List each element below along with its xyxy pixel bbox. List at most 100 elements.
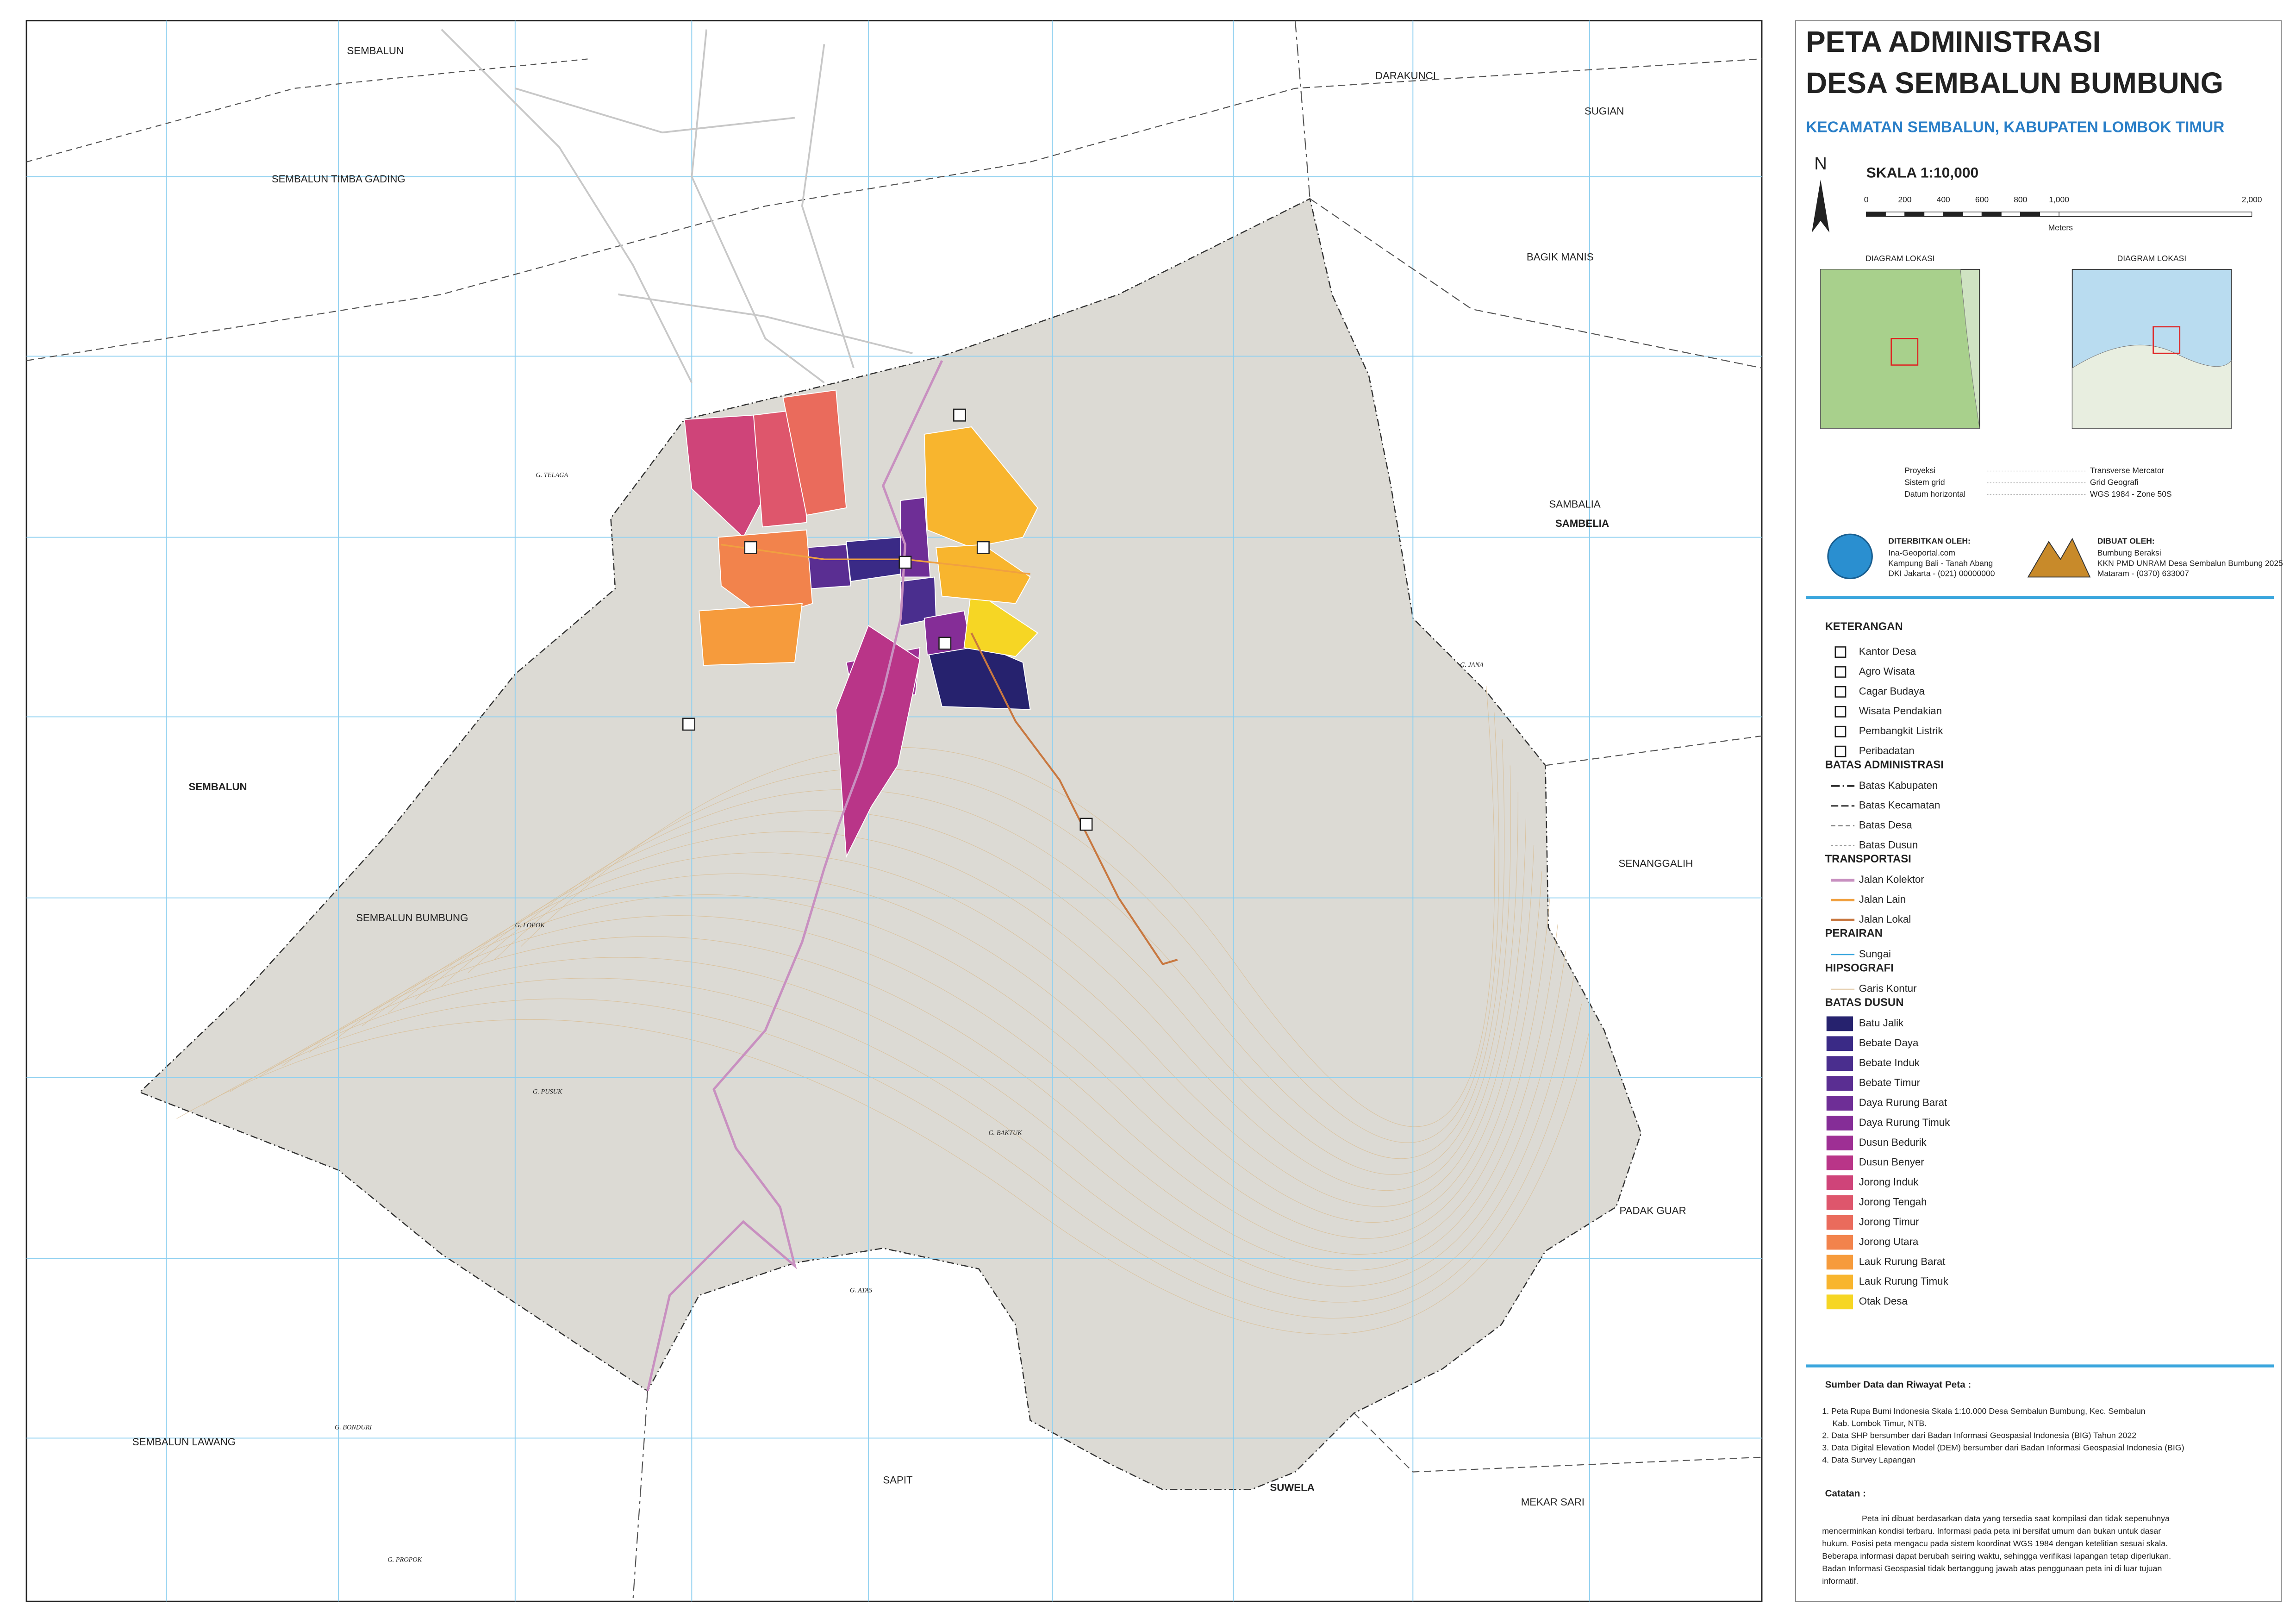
legend-label: Jorong Timur [1859,1216,1919,1227]
contour-line [362,845,1535,1223]
scale-label: SKALA 1:10,000 [1866,164,1979,181]
dusun-area [923,426,1038,548]
place-label: SEMBALUN [347,45,404,56]
legend-label: Batas Desa [1859,819,1913,831]
road-minor [801,44,855,369]
peak-label: G. ATAS [850,1287,872,1294]
map-point-icon [976,541,990,554]
legend-label: Batas Dusun [1859,839,1918,851]
legend-heading: PERAIRAN [1825,927,1883,940]
legend-swatch [1826,1195,1853,1210]
scale-bar-segment [2039,212,2059,217]
scale-bar-segment [2020,212,2040,217]
scale-tick-label: 200 [1898,195,1911,204]
legend-swatch [1826,1056,1853,1071]
peak-label: G. PUSUK [533,1088,563,1095]
legend-label: Daya Rurung Barat [1859,1097,1947,1108]
scale-tick-label: 400 [1937,195,1950,204]
scale-bar-segment [1904,212,1925,217]
contour-line [309,898,1550,1255]
scale-bar-segment [2001,212,2021,217]
place-label: SENANGGALIH [1619,857,1693,869]
contour-line [494,712,1499,1143]
legend-title: KETERANGAN [1825,620,1903,633]
place-label: SUWELA [1270,1481,1314,1493]
boundary-line [26,58,589,162]
contour-line [415,792,1518,1191]
legend-label: Cagar Budaya [1859,685,1925,697]
legend-point-icon [1834,745,1847,757]
legend-label: Batas Kabupaten [1859,780,1938,791]
scale-bar-segment [1866,212,1886,217]
sources-line: Kab. Lombok Timur, NTB. [1832,1418,1927,1428]
diagram-label: DIAGRAM LOKASI [1866,254,1935,263]
projection-value: Grid Geografi [2090,478,2139,487]
legend-point-icon [1834,646,1847,658]
sources-line: 1. Peta Rupa Bumi Indonesia Skala 1:10.0… [1822,1406,2145,1416]
boundary-line [1545,735,1762,766]
legend-swatch [1826,1136,1853,1150]
scale-bar-segment [1923,212,1944,217]
notes-heading: Catatan : [1825,1488,1866,1499]
peak-label: G. TELAGA [536,471,568,479]
contour-line [335,871,1542,1239]
legend-label: Bebate Daya [1859,1037,1919,1049]
boundary-line [632,1391,649,1602]
place-label: PADAK GUAR [1619,1205,1686,1217]
legend-label: Jalan Lokal [1859,913,1911,925]
legend-label: Bebate Induk [1859,1057,1920,1068]
publisher-heading: DITERBITKAN OLEH: [1888,537,1971,546]
peak-label: G. BONDURI [335,1424,372,1431]
scale-unit: Meters [2048,223,2073,232]
projection-value: WGS 1984 - Zone 50S [2090,489,2172,499]
publisher-line: DKI Jakarta - (021) 00000000 [1888,569,1995,578]
contour-line [176,1019,1590,1335]
legend-label: Jorong Induk [1859,1176,1919,1188]
legend-label: Pembangkit Listrik [1859,725,1944,737]
legend-label: Jorong Tengah [1859,1196,1927,1208]
projection-key: Proyeksi [1904,466,1935,475]
sources-line: 2. Data SHP bersumber dari Badan Informa… [1822,1431,2136,1440]
legend-point-icon [1834,725,1847,737]
legend-label: Sungai [1859,948,1891,960]
place-label: SAMBALIA [1549,498,1600,510]
legend-label: Daya Rurung Timuk [1859,1117,1950,1128]
publisher-line: KKN PMD UNRAM Desa Sembalun Bumbung 2025 [2097,558,2283,568]
notes-line: informatif. [1822,1576,1858,1586]
scale-bar-segment [1981,212,2002,217]
legend-swatch [1826,1016,1853,1031]
map-point-icon [744,541,757,554]
legend-label: Batu Jalik [1859,1017,1904,1029]
dusun-area [782,389,847,516]
publisher-line: Mataram - (0370) 633007 [2097,569,2189,578]
contour-line [441,765,1511,1175]
notes-line: Peta ini dibuat berdasarkan data yang te… [1862,1514,2170,1523]
map-point-icon [1079,818,1093,831]
dusun-area [936,544,1031,604]
legend-label: Peribadatan [1859,745,1915,756]
road-minor [618,294,913,354]
place-label: SEMBALUN [189,781,247,793]
boundary-line [1354,1412,1762,1473]
dusun-area [699,603,803,666]
legend-label: Bebate Timur [1859,1077,1921,1088]
legend-heading: HIPSOGRAFI [1825,962,1894,974]
contour-line [468,739,1505,1159]
location-land [1820,269,1980,429]
legend-point-icon [1834,666,1847,678]
scale-tick-label: 2,000 [2242,195,2262,204]
publisher-line: Kampung Bali - Tanah Abang [1888,558,1993,568]
north-label: N [1814,154,1827,174]
projection-key: Sistem grid [1904,478,1945,487]
legend-swatch [1826,1116,1853,1131]
publisher-heading: DIBUAT OLEH: [2097,537,2155,546]
scale-tick-label: 1,000 [2049,195,2069,204]
legend-label: Agro Wisata [1859,665,1915,677]
contour-line [521,686,1495,1127]
peak-label: G. JANA [1460,661,1484,668]
legend-label: Batas Kecamatan [1859,800,1940,811]
map-point-icon [938,637,952,650]
publisher-line: Bumbung Beraksi [2097,548,2161,557]
contour-line [388,818,1527,1207]
